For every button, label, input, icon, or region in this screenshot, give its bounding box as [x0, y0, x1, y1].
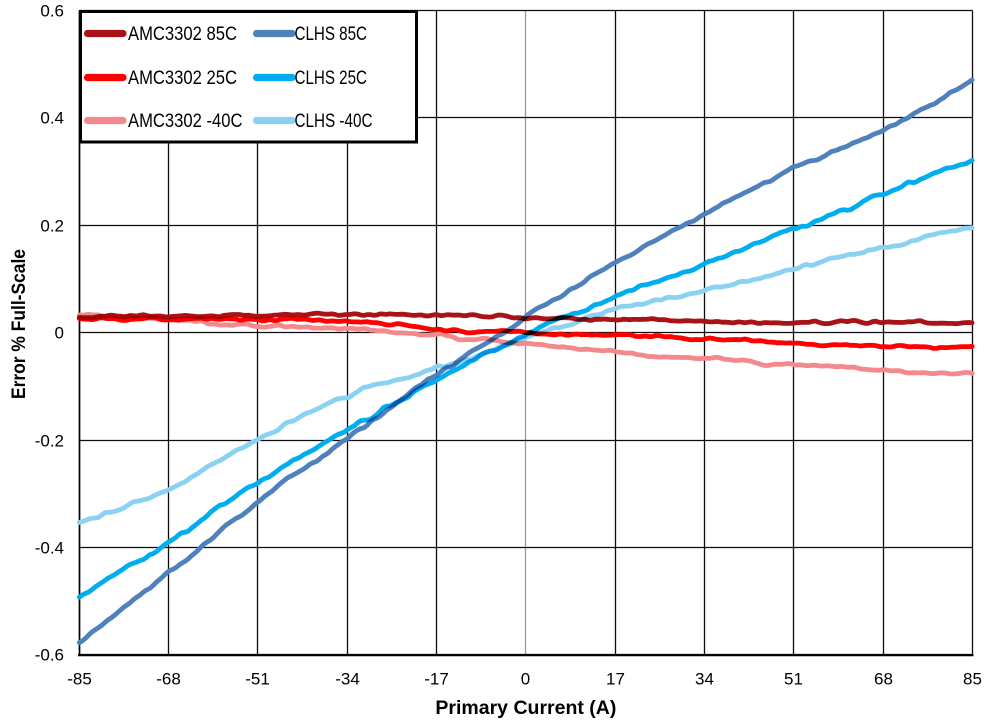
svg-text:CLHS 25C: CLHS 25C: [295, 68, 368, 89]
svg-text:-0.6: -0.6: [35, 646, 64, 665]
svg-text:CLHS -40C: CLHS -40C: [295, 111, 373, 132]
svg-text:0.6: 0.6: [40, 2, 64, 21]
svg-text:-68: -68: [156, 670, 181, 689]
svg-text:-85: -85: [67, 670, 92, 689]
svg-text:AMC3302 25C: AMC3302 25C: [128, 68, 237, 89]
svg-text:0.2: 0.2: [40, 217, 64, 236]
svg-text:-0.4: -0.4: [35, 539, 64, 558]
svg-text:0: 0: [55, 324, 64, 343]
svg-text:-51: -51: [245, 670, 270, 689]
svg-text:51: 51: [784, 670, 803, 689]
svg-text:0.4: 0.4: [40, 109, 64, 128]
svg-text:Error % Full-Scale: Error % Full-Scale: [9, 249, 30, 399]
svg-text:AMC3302 85C: AMC3302 85C: [128, 24, 237, 45]
svg-text:AMC3302 -40C: AMC3302 -40C: [128, 111, 243, 132]
svg-text:Primary Current (A): Primary Current (A): [435, 698, 616, 719]
svg-text:-17: -17: [424, 670, 449, 689]
svg-text:0: 0: [521, 670, 530, 689]
svg-text:85: 85: [963, 670, 982, 689]
svg-text:-0.2: -0.2: [35, 432, 64, 451]
svg-text:-34: -34: [335, 670, 360, 689]
svg-text:34: 34: [695, 670, 714, 689]
svg-text:17: 17: [606, 670, 625, 689]
svg-text:CLHS 85C: CLHS 85C: [295, 24, 368, 45]
svg-text:68: 68: [874, 670, 893, 689]
